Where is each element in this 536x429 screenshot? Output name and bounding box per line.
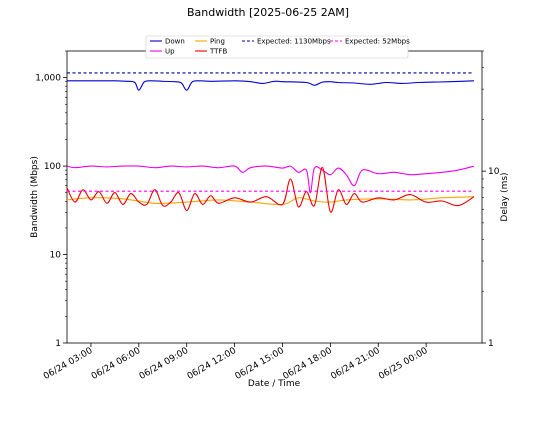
legend-label-ping: Ping (210, 38, 225, 46)
y-axis-label: Bandwidth (Mbps) (30, 156, 40, 238)
chart-title: Bandwidth [2025-06-25 2AM] (187, 6, 349, 19)
series-line-ttfb (66, 166, 475, 213)
y-tick-label: 10 (50, 251, 62, 261)
y-tick-label: 1,000 (35, 74, 61, 84)
y-tick-label: 100 (44, 162, 61, 172)
x-tick-label: 06/25 00:00 (377, 346, 430, 382)
series-layer (66, 72, 475, 213)
x-tick-label: 06/24 03:00 (42, 346, 95, 382)
y2-tick-label: 10 (488, 167, 500, 177)
series-line-up (66, 165, 475, 194)
legend-label-expected-52mbps: Expected: 52Mbps (345, 38, 410, 46)
x-tick-label: 06/24 18:00 (281, 346, 334, 382)
y-axis-right: 1 10 (482, 50, 500, 349)
series-line-down (67, 80, 475, 91)
x-tick-label: 06/24 15:00 (234, 346, 287, 382)
x-tick-label: 06/24 21:00 (329, 346, 382, 382)
legend-label-expected-1130mbps: Expected: 1130Mbps (257, 38, 331, 46)
x-tick-label: 06/24 12:00 (186, 346, 239, 382)
legend-frame (145, 35, 409, 59)
legend: Down Up Ping TTFB Expected: 1130Mbps Expected… (145, 35, 410, 59)
legend-label-up: Up (165, 48, 175, 56)
x-tick-label: 06/24 09:00 (138, 346, 191, 382)
y-tick-label: 1 (55, 339, 61, 349)
legend-label-ttfb: TTFB (209, 48, 227, 56)
y2-tick-label: 1 (488, 339, 494, 349)
x-axis-label: Date / Time (248, 379, 301, 389)
y-axis-left: 1 10 100 1,000 (35, 50, 67, 349)
legend-label-down: Down (165, 38, 185, 46)
x-tick-label: 06/24 06:00 (90, 346, 143, 382)
y2-axis-label: Delay (ms) (500, 172, 510, 221)
plot-area-frame (66, 50, 483, 344)
